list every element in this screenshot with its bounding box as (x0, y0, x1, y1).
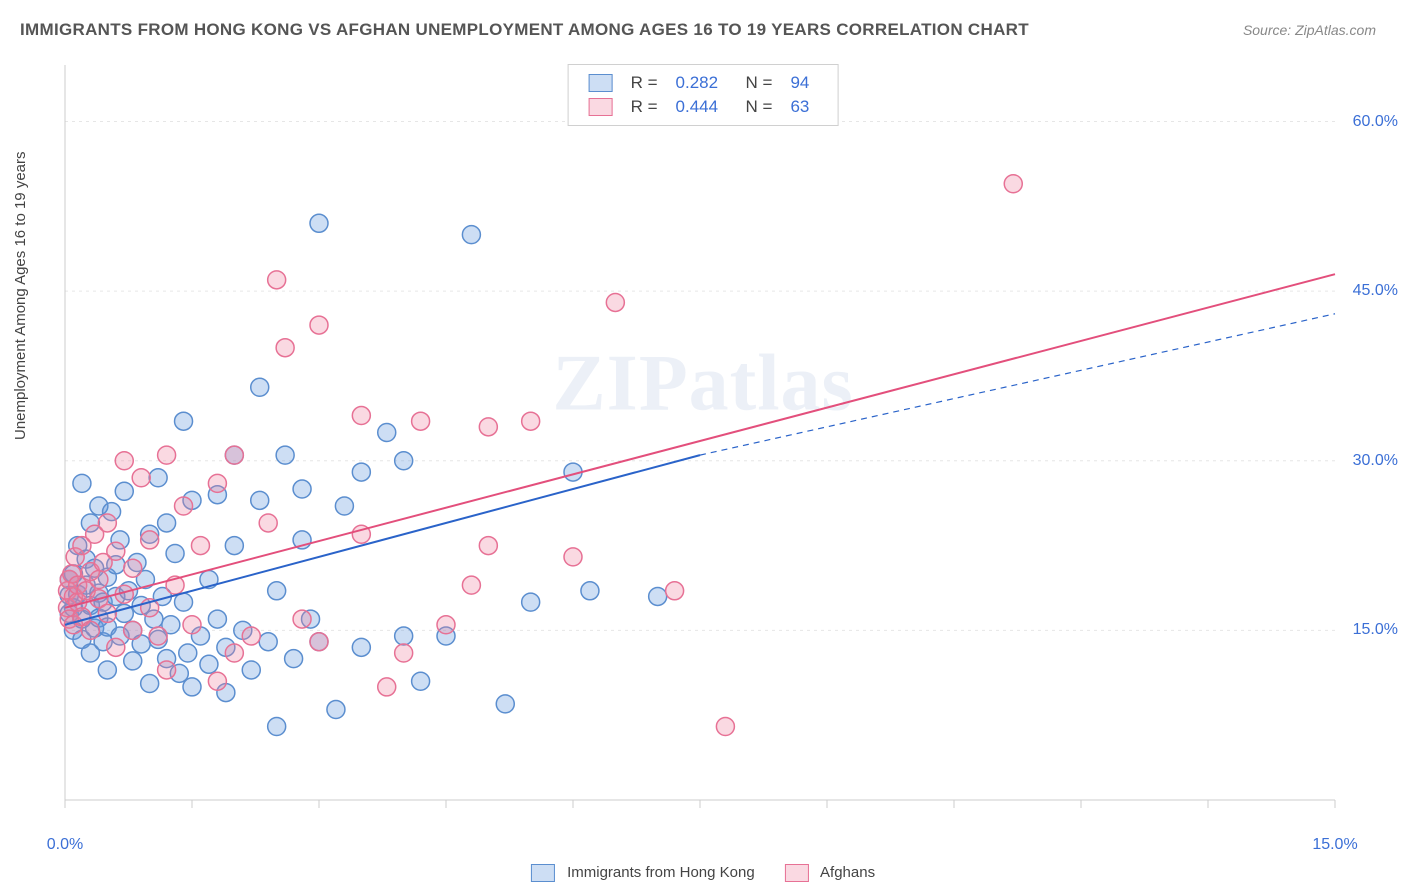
n-label: N = (736, 97, 772, 117)
legend-row-af: R = 0.444 N = 63 (589, 95, 818, 119)
legend-label-af: Afghans (820, 864, 875, 881)
y-axis-label: Unemployment Among Ages 16 to 19 years (12, 151, 29, 440)
correlation-legend: R = 0.282 N = 94 R = 0.444 N = 63 (568, 64, 839, 126)
r-label: R = (631, 97, 658, 117)
scatter-chart (55, 55, 1375, 835)
y-tick-label: 60.0% (1353, 113, 1398, 131)
y-tick-label: 30.0% (1353, 452, 1398, 470)
r-label: R = (631, 73, 658, 93)
legend-item-af: Afghans (785, 864, 875, 882)
y-tick-label: 15.0% (1353, 621, 1398, 639)
source-label: Source: ZipAtlas.com (1243, 22, 1376, 38)
legend-swatch-hk (531, 864, 555, 882)
n-value-hk: 94 (790, 73, 809, 93)
x-tick-label: 15.0% (1312, 836, 1357, 854)
legend-swatch-af (785, 864, 809, 882)
x-tick-label: 0.0% (47, 836, 83, 854)
series-legend: Immigrants from Hong Kong Afghans (531, 864, 875, 882)
y-tick-label: 45.0% (1353, 282, 1398, 300)
legend-swatch-hk (589, 74, 613, 92)
r-value-af: 0.444 (676, 97, 719, 117)
n-label: N = (736, 73, 772, 93)
legend-item-hk: Immigrants from Hong Kong (531, 864, 755, 882)
legend-label-hk: Immigrants from Hong Kong (567, 864, 755, 881)
legend-row-hk: R = 0.282 N = 94 (589, 71, 818, 95)
n-value-af: 63 (790, 97, 809, 117)
legend-swatch-af (589, 98, 613, 116)
chart-title: IMMIGRANTS FROM HONG KONG VS AFGHAN UNEM… (20, 20, 1029, 40)
r-value-hk: 0.282 (676, 73, 719, 93)
